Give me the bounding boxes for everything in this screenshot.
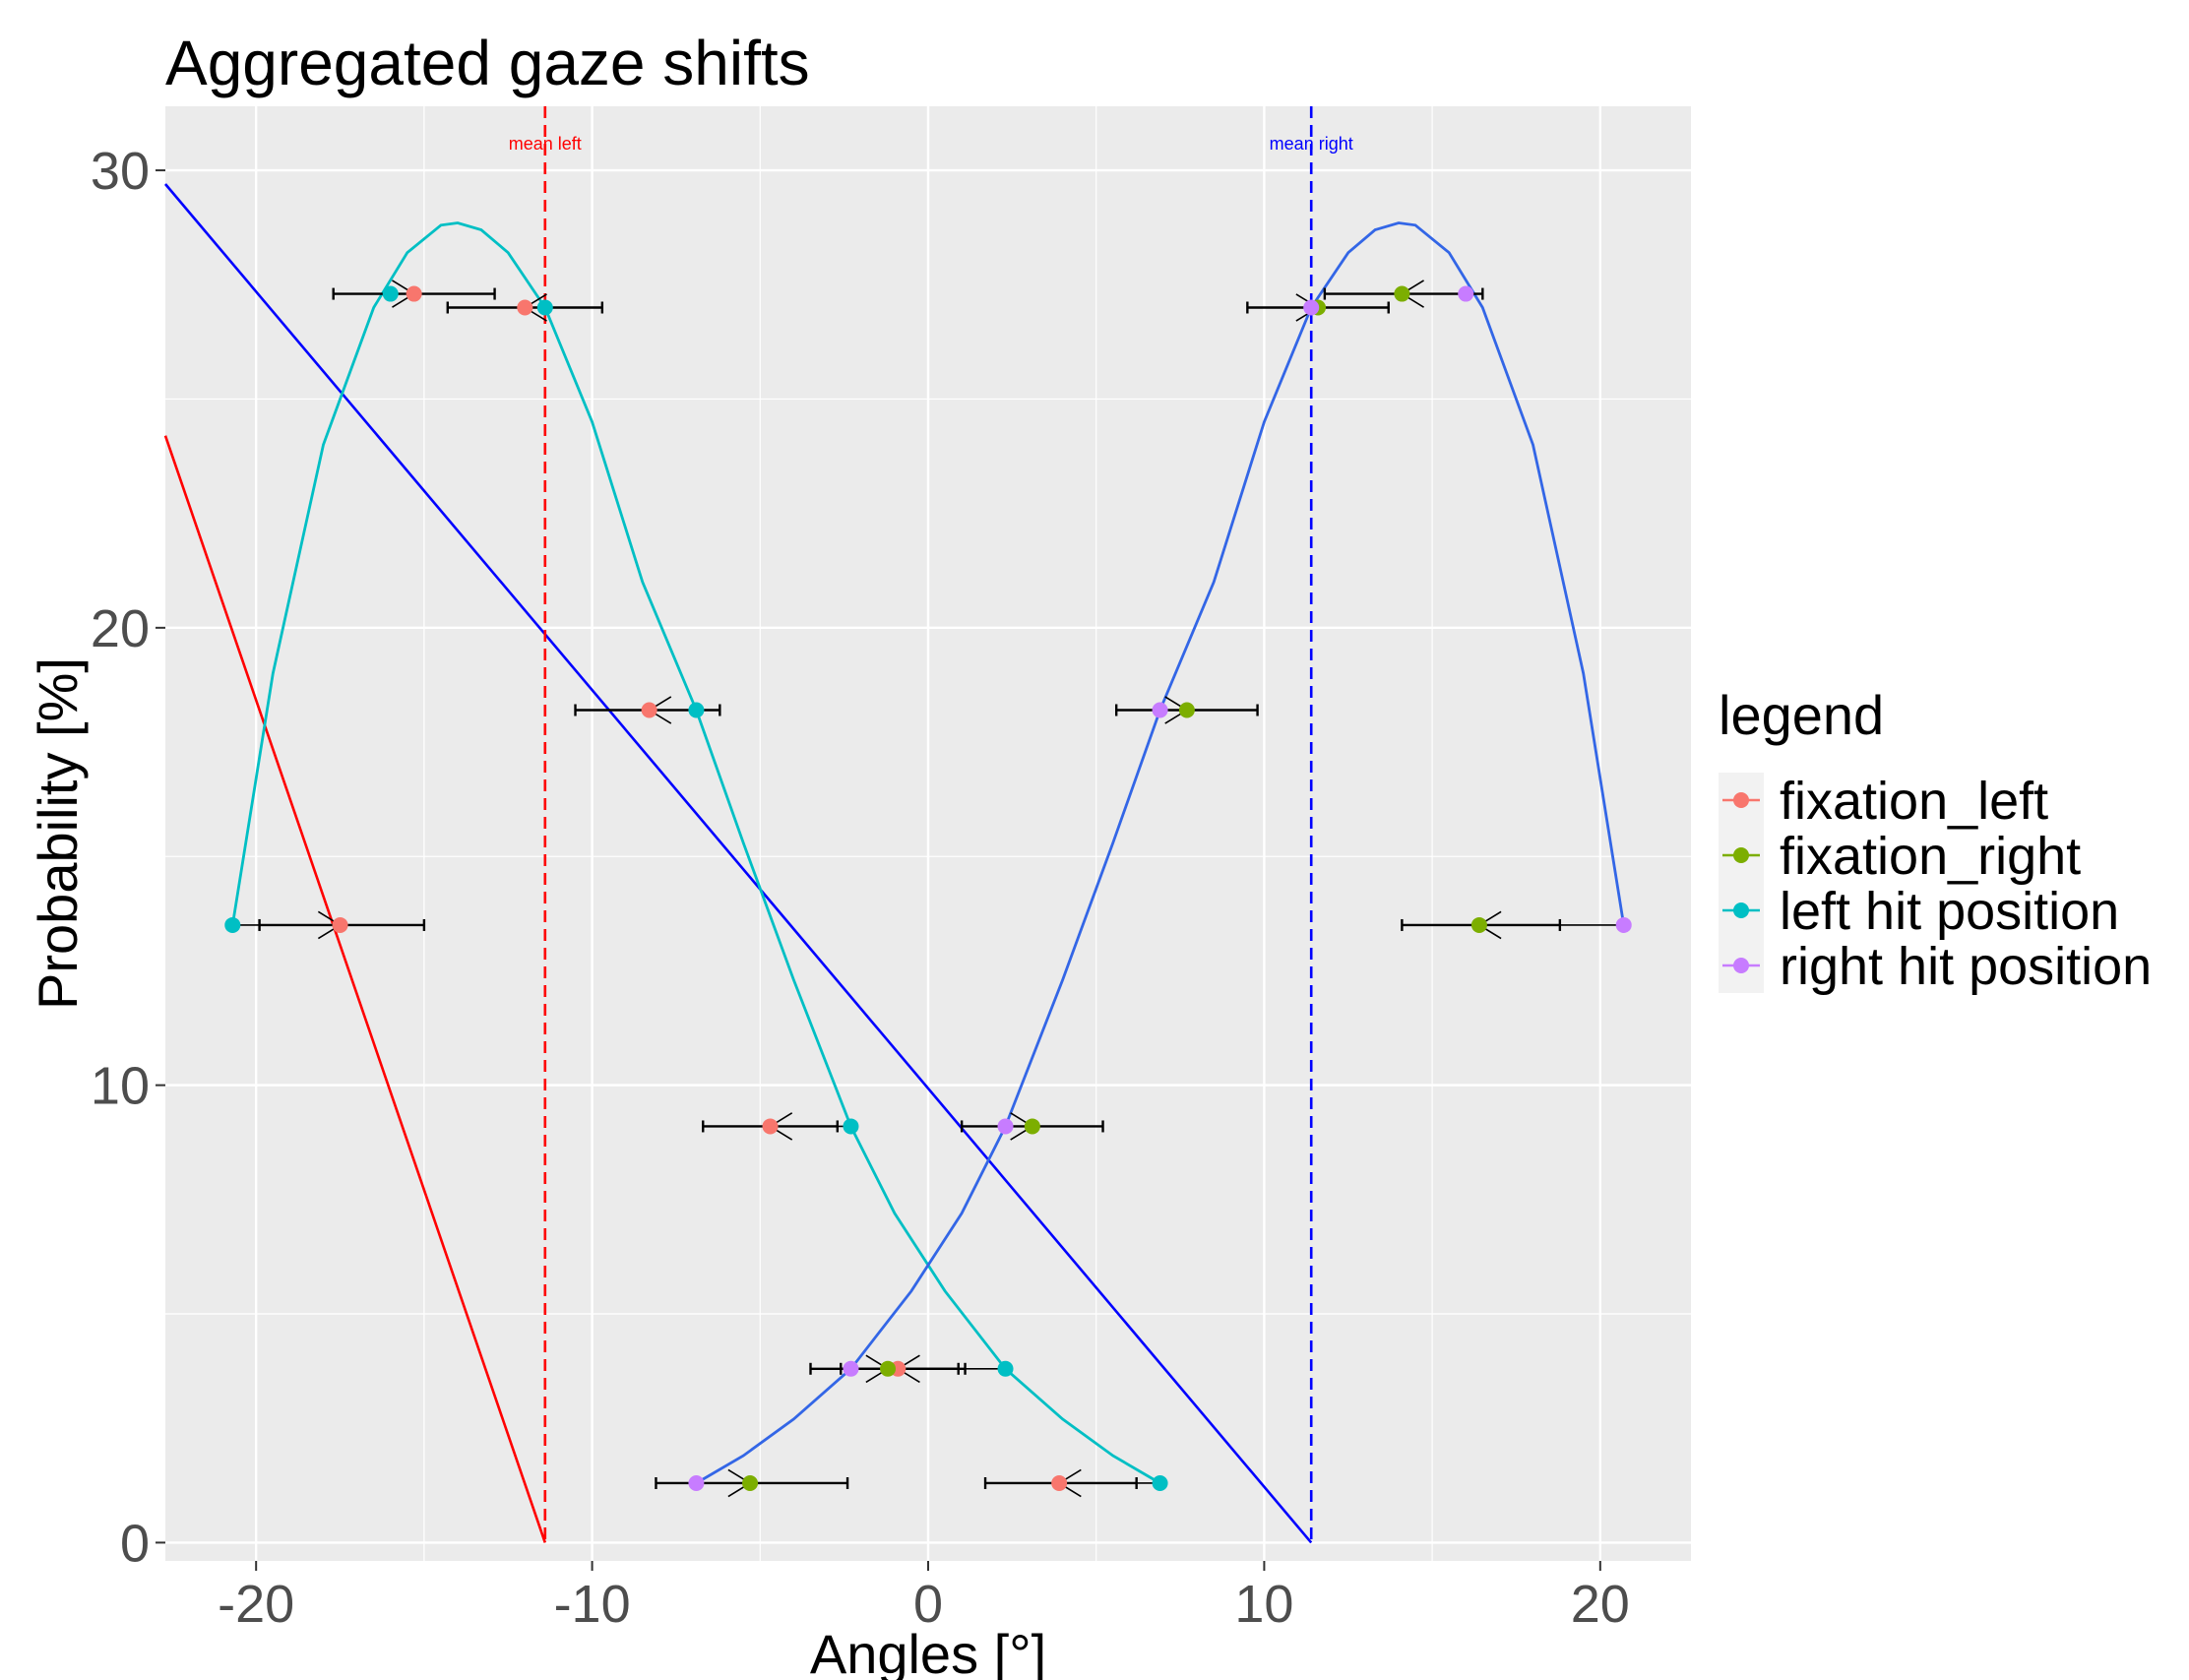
reference-line xyxy=(164,183,1313,1544)
data-point xyxy=(997,1118,1014,1135)
mean-line-label: mean left xyxy=(509,134,582,154)
y-tick-label: 0 xyxy=(120,1514,150,1573)
data-point xyxy=(1051,1474,1068,1491)
data-point xyxy=(536,299,553,316)
data-point xyxy=(1303,299,1320,316)
x-tick-label: 10 xyxy=(1234,1575,1293,1634)
x-tick-label: -20 xyxy=(218,1575,294,1634)
density-curves xyxy=(230,221,1626,1485)
density-curve xyxy=(695,221,1626,1485)
legend-label: fixation_left xyxy=(1780,772,2048,831)
x-tick-label: 0 xyxy=(913,1575,943,1634)
data-point xyxy=(382,285,399,302)
x-tick-label: 20 xyxy=(1571,1575,1630,1634)
y-axis-title: Probability [%] xyxy=(27,657,89,1010)
data-point xyxy=(1470,916,1487,933)
shift-arrows xyxy=(232,280,1624,1498)
y-tick-label: 10 xyxy=(91,1057,150,1116)
x-tick-label: -10 xyxy=(554,1575,631,1634)
y-axis: 0 10 20 30 xyxy=(91,142,165,1573)
data-point xyxy=(1178,702,1195,718)
data-point xyxy=(641,702,657,718)
legend-key-point xyxy=(1733,792,1749,808)
data-point xyxy=(688,1474,705,1491)
x-axis: -20 -10 0 10 20 xyxy=(218,1561,1630,1634)
legend-label: left hit position xyxy=(1780,882,2119,941)
data-point xyxy=(997,1360,1014,1377)
data-point xyxy=(762,1118,779,1135)
legend-key-point xyxy=(1733,902,1749,918)
legend-title: legend xyxy=(1719,684,1884,746)
data-point xyxy=(406,285,422,302)
reference-lines xyxy=(163,183,1313,1544)
data-point xyxy=(843,1360,859,1377)
mean-line-label: mean right xyxy=(1270,134,1353,154)
data-point xyxy=(332,916,348,933)
data-points xyxy=(224,285,1632,1491)
mean-lines: mean left mean right xyxy=(509,106,1353,1543)
chart-title: Aggregated gaze shifts xyxy=(165,28,810,98)
data-point xyxy=(742,1474,759,1491)
grid-major xyxy=(165,106,1691,1561)
legend-key-point xyxy=(1733,847,1749,863)
data-point xyxy=(1615,916,1632,933)
data-point xyxy=(224,916,241,933)
legend-label: right hit position xyxy=(1780,937,2152,996)
legend-key-point xyxy=(1733,958,1749,973)
data-point xyxy=(843,1118,859,1135)
y-tick-label: 30 xyxy=(91,142,150,201)
data-point xyxy=(1152,1474,1168,1491)
data-point xyxy=(517,299,533,316)
reference-line xyxy=(163,435,547,1543)
data-point xyxy=(1458,285,1474,302)
data-point xyxy=(1152,702,1168,718)
y-tick-label: 20 xyxy=(91,599,150,658)
x-axis-title: Angles [°] xyxy=(810,1623,1046,1680)
data-point xyxy=(880,1360,897,1377)
data-point xyxy=(1024,1118,1040,1135)
data-point xyxy=(1394,285,1410,302)
legend-label: fixation_right xyxy=(1780,827,2081,886)
data-point xyxy=(688,702,705,718)
density-curve xyxy=(230,221,1161,1485)
